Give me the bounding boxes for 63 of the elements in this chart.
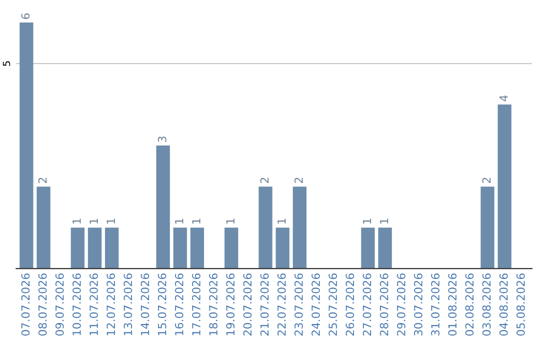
data-label: 4 [500, 95, 508, 102]
ref-line-label: 5 [2, 61, 10, 66]
bar [361, 228, 375, 269]
x-tick-label: 07.07.2026 [21, 273, 30, 336]
x-tick-label: 28.07.2026 [380, 273, 388, 336]
bar [104, 228, 119, 269]
x-tick-label: 12.07.2026 [106, 273, 116, 336]
x-tick-label: 25.07.2026 [328, 273, 338, 336]
bar [498, 104, 512, 269]
x-tick-label: 09.07.2026 [55, 273, 64, 336]
x-tick-label: 13.07.2026 [124, 273, 132, 336]
x-tick-label: 24.07.2026 [312, 273, 320, 336]
x-tick-label: 08.07.2026 [38, 273, 47, 336]
x-tick-label: 14.07.2026 [140, 273, 150, 336]
data-label: 1 [380, 218, 388, 224]
bar [20, 22, 34, 269]
data-label: 1 [90, 218, 98, 224]
bar [276, 228, 290, 269]
x-tick-label: 31.07.2026 [431, 273, 440, 336]
x-tick-label: 01.08.2026 [448, 273, 457, 336]
x-tick-label: 18.07.2026 [209, 273, 218, 336]
bar [36, 186, 50, 269]
bar [190, 228, 204, 269]
data-label: 1 [362, 218, 372, 224]
x-tick-label: 19.07.2026 [226, 273, 235, 336]
x-tick-label: 15.07.2026 [158, 273, 166, 336]
x-tick-label: 29.07.2026 [396, 273, 406, 336]
x-tick-label: 04.08.2026 [499, 273, 508, 336]
x-tick-label: 10.07.2026 [72, 273, 81, 336]
data-label: 1 [192, 218, 200, 224]
data-label: 2 [260, 178, 269, 183]
data-label: 1 [72, 218, 81, 224]
x-tick-label: 11.07.2026 [90, 273, 98, 336]
bar [88, 228, 102, 269]
x-tick-label: 27.07.2026 [362, 273, 372, 336]
bar [70, 228, 85, 269]
bar [156, 146, 170, 269]
x-tick-label: 02.08.2026 [465, 273, 474, 336]
x-tick-label: 17.07.2026 [192, 273, 200, 336]
x-tick-label: 05.08.2026 [516, 273, 525, 336]
bar [258, 186, 272, 269]
data-label: 2 [294, 178, 303, 183]
x-tick-label: 30.07.2026 [414, 273, 422, 336]
x-tick-label: 03.08.2026 [482, 273, 491, 336]
x-tick-label: 20.07.2026 [243, 273, 252, 336]
data-label: 1 [175, 218, 184, 224]
data-label: 6 [21, 13, 30, 19]
bar [480, 186, 494, 269]
bar [224, 228, 238, 269]
x-tick-label: 26.07.2026 [346, 273, 354, 336]
data-label: 1 [278, 218, 286, 224]
data-label: 1 [106, 218, 115, 224]
data-label: 2 [38, 178, 47, 183]
data-label: 2 [482, 178, 491, 183]
data-label: 3 [158, 136, 166, 142]
bar [292, 186, 306, 269]
bar [173, 228, 187, 269]
x-tick-label: 23.07.2026 [294, 273, 303, 336]
x-tick-label: 16.07.2026 [174, 273, 184, 336]
bar [378, 228, 392, 269]
x-tick-label: 22.07.2026 [277, 273, 286, 336]
data-label: 1 [226, 218, 234, 224]
x-tick-label: 21.07.2026 [260, 273, 269, 336]
